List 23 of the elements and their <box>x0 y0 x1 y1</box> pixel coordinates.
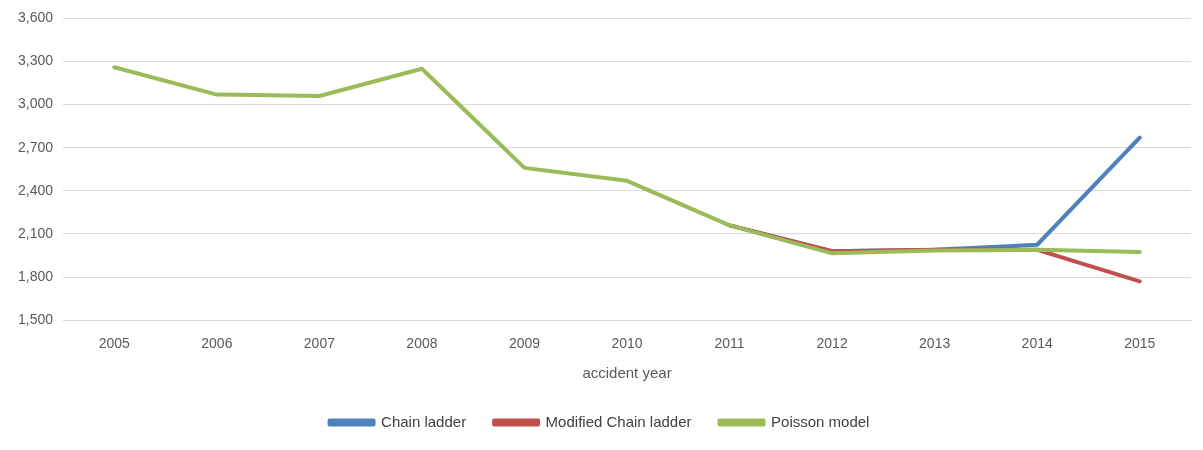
x-tick-label: 2014 <box>1021 335 1053 352</box>
y-tick-label: 3,000 <box>17 95 54 112</box>
x-tick-label: 2006 <box>201 335 233 352</box>
legend-label: Poisson model <box>771 412 870 430</box>
y-tick-label: 2,700 <box>17 138 54 155</box>
y-tick-label: 1,500 <box>17 311 54 328</box>
x-tick-label: 2012 <box>816 335 848 352</box>
x-tick-label: 2007 <box>303 335 336 352</box>
y-tick-label: 1,800 <box>17 267 54 284</box>
x-tick-label: 2008 <box>406 335 438 352</box>
y-tick-label: 2,100 <box>17 224 54 241</box>
x-tick-label: 2015 <box>1124 335 1156 352</box>
x-axis-title: accident year <box>582 364 672 382</box>
legend-label: Modified Chain ladder <box>545 412 692 430</box>
x-tick-label: 2005 <box>98 335 131 352</box>
legend-label: Chain ladder <box>381 412 467 430</box>
x-tick-label: 2010 <box>611 335 643 352</box>
y-tick-label: 2,400 <box>17 181 54 198</box>
x-tick-label: 2011 <box>714 335 745 352</box>
y-tick-label: 3,300 <box>17 52 54 69</box>
x-tick-label: 2013 <box>919 335 951 352</box>
x-tick-label: 2009 <box>508 335 541 352</box>
y-tick-label: 3,600 <box>17 9 54 26</box>
